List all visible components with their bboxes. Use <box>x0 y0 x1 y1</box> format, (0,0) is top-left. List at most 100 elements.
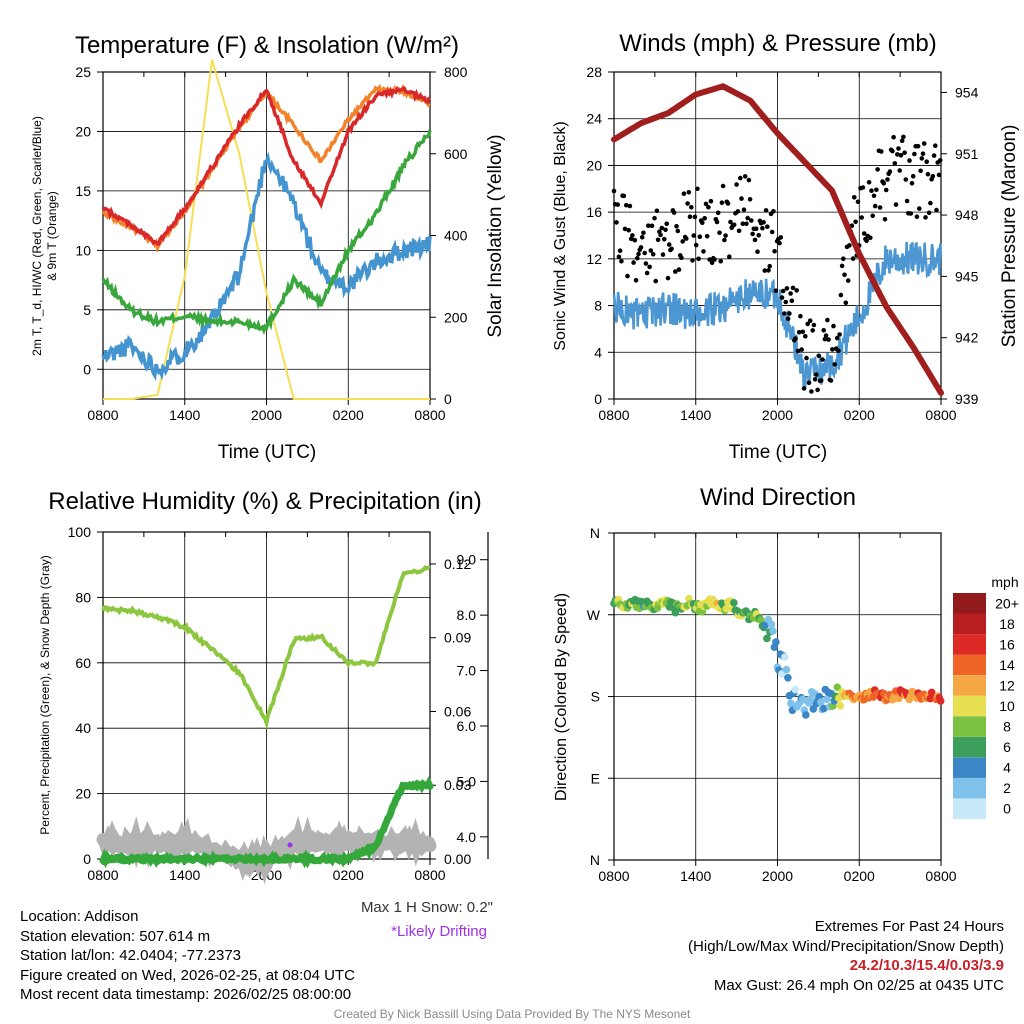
gust-point <box>709 260 715 266</box>
gust-point <box>652 215 657 221</box>
gust-point <box>674 224 679 229</box>
gust-point <box>700 220 705 225</box>
colorbar-swatch <box>953 613 986 634</box>
snow-tick-label: 9.0 <box>457 552 477 568</box>
gust-point <box>937 158 943 163</box>
gust-point <box>807 318 813 324</box>
insolation-tick-label: 0 <box>444 391 452 407</box>
gust-point <box>772 249 777 254</box>
gust-point <box>926 210 932 216</box>
gust-point <box>921 141 927 146</box>
max-snow-note: Max 1 H Snow: 0.2" <box>361 899 493 916</box>
gust-point <box>841 256 846 262</box>
max-gust-text: Max Gust: 26.4 mph On 02/25 at 0435 UTC <box>713 976 1004 994</box>
precip-tick-label: 0.09 <box>444 630 471 646</box>
winds-xtick-label: 0800 <box>925 407 956 423</box>
gust-point <box>689 205 694 210</box>
gust-point <box>761 220 766 225</box>
gust-point <box>719 200 725 205</box>
winds-left-axis-label: Sonic Wind & Gust (Blue, Black) <box>552 121 569 350</box>
sonic-wind-line <box>612 241 943 388</box>
gust-point <box>750 231 755 237</box>
gust-point <box>771 209 776 214</box>
dir-xtick-label: 0800 <box>925 868 956 884</box>
rh-left-axis-label: Percent, Precipitation (Green), & Snow D… <box>38 555 52 834</box>
winds-x-axis-label: Time (UTC) <box>729 442 828 463</box>
dir-ytick-label: N <box>590 852 600 868</box>
colorbar-swatch <box>953 593 986 614</box>
latlon-text: Station lat/lon: 42.0404; -77.2373 <box>20 947 242 965</box>
gust-point <box>794 288 799 293</box>
gust-point <box>631 260 636 265</box>
gust-point <box>826 337 831 342</box>
precip-line <box>99 776 434 869</box>
gust-point <box>734 182 739 187</box>
rh-ytick-label: 40 <box>75 720 91 736</box>
gust-point <box>639 235 645 240</box>
gust-point <box>755 249 760 254</box>
temp-ytick-label: 5 <box>83 302 91 318</box>
pressure-line <box>611 83 944 396</box>
gust-point <box>731 222 737 228</box>
gust-point <box>646 223 651 228</box>
gust-point <box>847 243 852 248</box>
gust-point <box>918 168 923 174</box>
gust-point <box>805 321 810 327</box>
gust-point <box>763 208 769 213</box>
gust-point <box>714 219 720 225</box>
gust-point <box>803 334 808 339</box>
gust-point <box>769 229 775 235</box>
gust-point <box>632 237 638 243</box>
gust-point <box>664 221 669 227</box>
gust-point <box>882 217 888 222</box>
temp-ytick-label: 0 <box>83 361 91 377</box>
gust-point <box>630 233 635 238</box>
snow-tick-label: 7.0 <box>457 663 477 679</box>
gust-point <box>650 252 656 257</box>
gust-point <box>745 215 750 221</box>
gust-point <box>658 232 663 238</box>
gust-point <box>625 273 630 279</box>
gust-point <box>738 175 743 181</box>
gust-point <box>881 181 887 186</box>
direction-point <box>806 695 815 703</box>
precip-tick-label: 0.00 <box>444 851 471 867</box>
pressure-tick-label: 945 <box>955 268 979 284</box>
direction-point <box>817 698 825 706</box>
gust-point <box>653 278 658 284</box>
gust-point <box>720 183 726 189</box>
dir-ytick-label: W <box>587 607 601 623</box>
gust-point <box>718 258 723 264</box>
gust-point <box>675 228 681 234</box>
gust-point <box>893 202 899 207</box>
gust-point <box>767 263 772 269</box>
gust-point <box>692 214 698 220</box>
precip-tick-label: 0.06 <box>444 703 471 719</box>
gust-point <box>669 246 674 252</box>
insolation-axis-label: Solar Insolation (Yellow) <box>485 134 506 337</box>
gust-point <box>744 221 749 227</box>
gust-point <box>722 237 727 243</box>
gust-point <box>796 330 802 335</box>
gust-point <box>917 206 922 211</box>
temperature-panel: Temperature (F) & Insolation (W/m²) 0 800… <box>30 32 506 463</box>
gust-point <box>728 219 733 225</box>
gust-point <box>690 258 695 263</box>
gust-point <box>648 248 654 253</box>
gust-point <box>861 231 867 236</box>
direction-point <box>936 697 945 705</box>
temp-9m-line <box>101 83 431 253</box>
gust-point <box>870 213 875 219</box>
gust-point <box>814 372 819 377</box>
insolation-tick-label: 800 <box>444 64 468 80</box>
rh-xtick-label: 0200 <box>333 867 364 883</box>
gust-point <box>836 348 841 354</box>
gust-point <box>712 257 717 262</box>
gust-point <box>811 322 817 328</box>
gust-point <box>680 239 685 244</box>
gust-point <box>892 161 898 166</box>
temperature-title: Temperature (F) & Insolation (W/m²) <box>75 32 459 59</box>
created-text: Figure created on Wed, 2026-02-25, at 08… <box>20 966 355 984</box>
dir-xtick-label: 2000 <box>762 868 793 884</box>
gust-point <box>828 378 834 383</box>
